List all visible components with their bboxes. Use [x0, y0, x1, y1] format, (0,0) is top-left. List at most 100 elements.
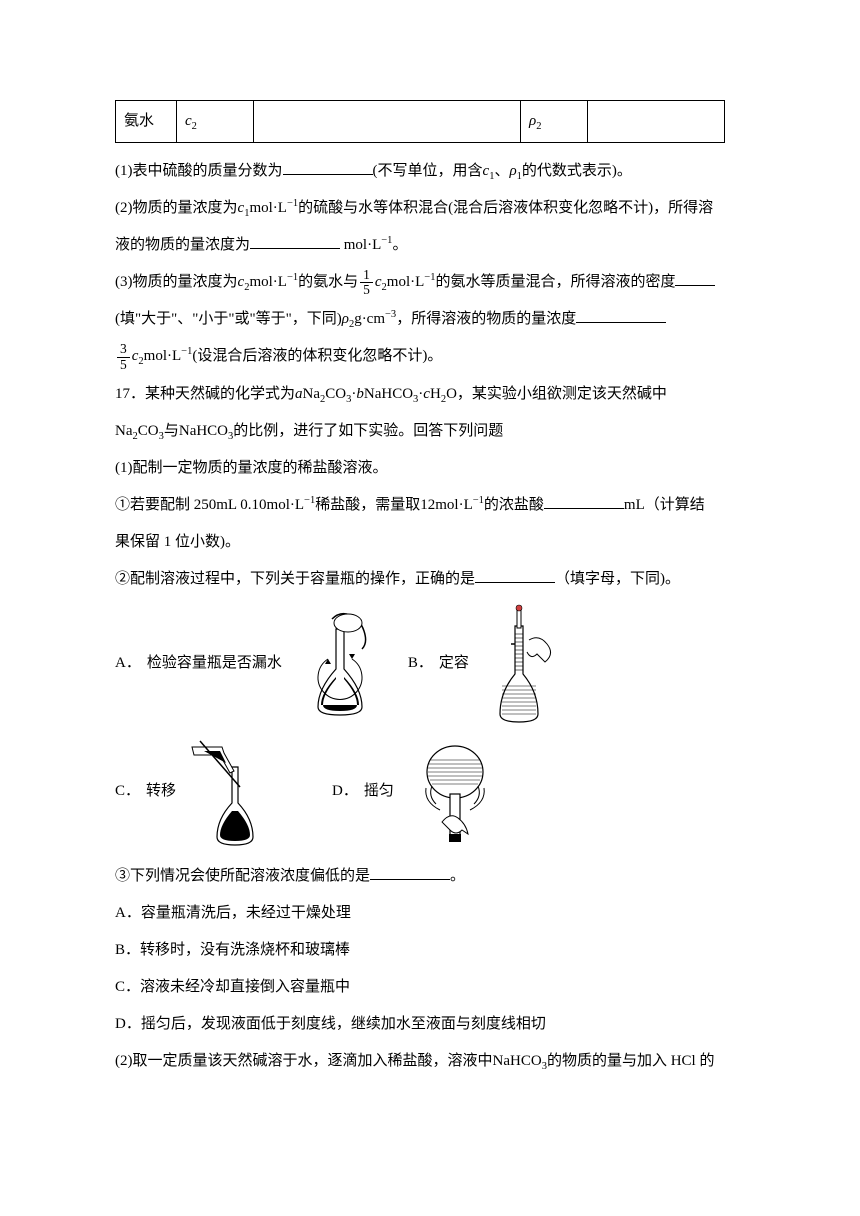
q17-c: c [423, 386, 430, 402]
q17-1-1-label: ① [115, 497, 130, 513]
q3-label: (3) [115, 274, 133, 290]
q3-rho: ρ [342, 311, 349, 327]
opt-a-label: A． [115, 647, 141, 680]
c2-cell: c2 [177, 101, 254, 143]
q17-1-1-conc2sup: −1 [473, 495, 484, 506]
q3-unit: mol·L [249, 274, 287, 290]
q2-unit: mol·L [249, 200, 287, 216]
q17-1-1-blank[interactable] [544, 493, 624, 509]
q17-1-1-text5: 果保留 1 位小数)。 [115, 534, 240, 550]
q2-text3: 液的物质的量浓度为 [115, 237, 250, 253]
q17-2-text1: 取一定质量该天然碱溶于水，逐滴加入稀盐酸，溶液中 [133, 1053, 493, 1069]
q1-var2: ρ [509, 163, 516, 179]
q17-1-2-text2: （填字母，下同)。 [555, 571, 680, 587]
q2-blank[interactable] [250, 233, 340, 249]
opt-d-text: 摇匀 [364, 775, 394, 808]
empty-cell-2 [588, 101, 725, 143]
q2-unit-sup: −1 [287, 198, 298, 209]
q17-a: a [295, 386, 303, 402]
q17-part1: (1)配制一定物质的量浓度的稀盐酸溶液。 [115, 452, 745, 485]
opt-d-label: D． [332, 775, 358, 808]
q17-text2: ，某实验小组欲测定该天然碱中 [457, 386, 667, 402]
question-17-line2: Na2CO3与NaHCO3的比例，进行了如下实验。回答下列问题 [115, 415, 745, 448]
q1-text2: (不写单位，用含 [373, 163, 483, 179]
option-a: A．检验容量瓶是否漏水 [115, 609, 388, 719]
question-3-line2: (填"大于"、"小于"或"等于"，下同)ρ2g·cm−3，所得溶液的物质的量浓度 [115, 303, 745, 336]
q17l2-co: CO [138, 423, 159, 439]
opt-a-text: 检验容量瓶是否漏水 [147, 647, 282, 680]
fraction-1-5: 15 [360, 268, 373, 299]
fraction-3-5: 35 [117, 342, 130, 373]
q1-blank[interactable] [283, 159, 373, 175]
q17-o: O [446, 386, 457, 402]
q3-blank1[interactable] [675, 270, 715, 286]
q3-c2b: c [375, 274, 382, 290]
opt-3-a: A．容量瓶清洗后，未经过干燥处理 [115, 897, 745, 930]
q3-text5: ，所得溶液的物质的量浓度 [396, 311, 576, 327]
q1-label: (1) [115, 163, 133, 179]
option-d: D．摇匀 [332, 732, 510, 852]
q3-unitsup: −1 [287, 272, 298, 283]
empty-cell-1 [254, 101, 521, 143]
rho2-cell: ρ2 [521, 101, 588, 143]
flask-fill-to-line-icon [475, 604, 565, 724]
opt-b-text: 定容 [439, 647, 469, 680]
q3-unit3: mol·L [144, 348, 182, 364]
q2-text2: 的硫酸与水等体积混合(混合后溶液体积变化忽略不计)，所得溶 [298, 200, 713, 216]
question-2: (2)物质的量浓度为c1mol·L−1的硫酸与水等体积混合(混合后溶液体积变化忽… [115, 192, 745, 225]
q3-text4: (填"大于"、"小于"或"等于"，下同) [115, 311, 342, 327]
question-1: (1)表中硫酸的质量分数为(不写单位，用含c1、ρ1的代数式表示)。 [115, 155, 745, 188]
q3-unit3sup: −1 [181, 346, 192, 357]
q17-1-1-unitsup: −1 [304, 495, 315, 506]
q17-1-1-conc2: 12mol·L [420, 497, 473, 513]
q17-1-1-text1: 若要配制 250mL 0.10 [130, 497, 267, 513]
flask-transfer-icon [182, 737, 282, 847]
q3-rhounit: g·cm [354, 311, 385, 327]
question-2-line2: 液的物质的量浓度为 mol·L−1。 [115, 229, 745, 262]
q17-2-text2: 的物质的量与加入 HCl 的 [547, 1053, 715, 1069]
q17-1-2-label: ② [115, 571, 130, 587]
opt-c-label: C． [115, 775, 140, 808]
q17-1-1-text2: 稀盐酸，需量取 [315, 497, 420, 513]
q3-text3: 的氨水等质量混合，所得溶液的密度 [435, 274, 675, 290]
q17-1-1-unit: mol·L [267, 497, 305, 513]
q17-1-2-blank[interactable] [475, 567, 555, 583]
q17-1-1-text4: mL（计算结 [624, 497, 705, 513]
q3-rhounitsup: −3 [385, 309, 396, 320]
opt-3-d: D．摇匀后，发现液面低于刻度线，继续加水至液面与刻度线相切 [115, 1008, 745, 1041]
question-3-line3: 35c2mol·L−1(设混合后溶液的体积变化忽略不计)。 [115, 340, 745, 373]
option-c: C．转移 [115, 737, 282, 847]
q1-text3: 的代数式表示)。 [522, 163, 632, 179]
q17-nahco: NaHCO [364, 386, 413, 402]
q17-1-label: (1) [115, 460, 133, 476]
q17-num: 17． [115, 386, 145, 402]
q2-label: (2) [115, 200, 133, 216]
q17-na: Na [303, 386, 321, 402]
opt-3-b: B．转移时，没有洗涤烧杯和玻璃棒 [115, 934, 745, 967]
table-row: 氨水 c2 ρ2 [116, 101, 725, 143]
q3-text2: 的氨水与 [298, 274, 358, 290]
q17-1-3-end: 。 [450, 868, 465, 884]
options-row-cd: C．转移 D．摇匀 [115, 732, 745, 852]
q17-2-nahco: NaHCO [493, 1053, 542, 1069]
q3-text1: 物质的量浓度为 [133, 274, 238, 290]
q3-blank2[interactable] [576, 307, 666, 323]
q3-unit2sup: −1 [424, 272, 435, 283]
row-label: 氨水 [116, 101, 177, 143]
q2-unit2-sup: −1 [381, 235, 392, 246]
q17-co: CO [325, 386, 346, 402]
flask-shake-icon [400, 732, 510, 852]
opt-c-text: 转移 [146, 775, 176, 808]
question-17: 17．某种天然碱的化学式为aNa2CO3·bNaHCO3·cH2O，某实验小组欲… [115, 378, 745, 411]
q2-end: 。 [392, 237, 407, 253]
q17-h: H [430, 386, 441, 402]
q17-1-3-blank[interactable] [370, 864, 450, 880]
q17-part1-2: ②配制溶液过程中，下列关于容量瓶的操作，正确的是 （填字母，下同)。 [115, 563, 745, 596]
q17-part2: (2)取一定质量该天然碱溶于水，逐滴加入稀盐酸，溶液中NaHCO3的物质的量与加… [115, 1045, 745, 1078]
q17l2-nahco: NaHCO [179, 423, 228, 439]
question-3: (3)物质的量浓度为c2mol·L−1的氨水与15c2mol·L−1的氨水等质量… [115, 266, 745, 299]
q17-1-2-text1: 配制溶液过程中，下列关于容量瓶的操作，正确的是 [130, 571, 475, 587]
q17-part1-1: ①若要配制 250mL 0.10mol·L−1稀盐酸，需量取12mol·L−1的… [115, 489, 745, 522]
q2-unit2: mol·L [340, 237, 381, 253]
q3-unit2: mol·L [387, 274, 425, 290]
